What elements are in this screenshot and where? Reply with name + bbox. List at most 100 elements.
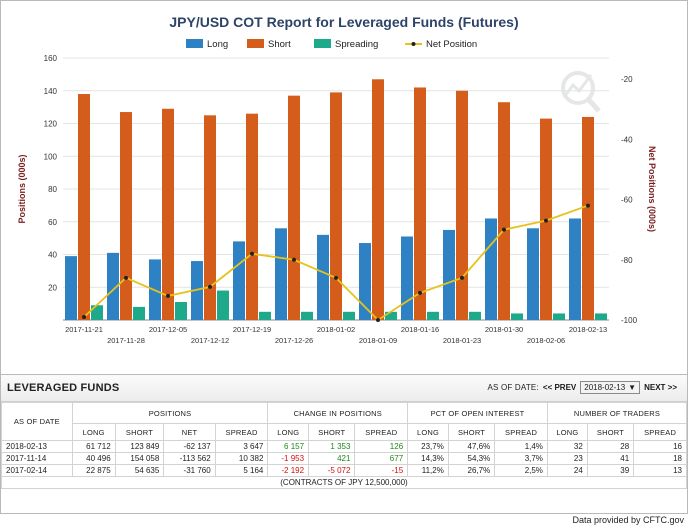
next-button[interactable]: NEXT >> <box>644 383 677 392</box>
net-position-point <box>334 275 338 280</box>
bar-long <box>443 229 455 320</box>
cell-tr-short: 39 <box>586 464 635 477</box>
bar-spreading <box>133 306 145 320</box>
leveraged-funds-panel: LEVERAGED FUNDS AS OF DATE: << PREV 2018… <box>1 374 688 514</box>
cell-ch-long: -1 953 <box>267 452 310 465</box>
bar-short <box>582 116 594 320</box>
legend-swatch <box>186 39 203 48</box>
cell-pct-short: 47,6% <box>447 440 496 453</box>
row-date: 2017-02-14 <box>1 464 73 477</box>
cell-tr-long: 32 <box>546 440 588 453</box>
y-tick-label: 60 <box>48 218 57 227</box>
cell-ch-spread: -15 <box>354 464 409 477</box>
bar-short <box>372 79 384 320</box>
cell-ch-long: -2 192 <box>267 464 310 477</box>
cell-ch-spread: 677 <box>354 452 409 465</box>
net-position-point <box>502 227 506 232</box>
bar-spreading <box>595 313 607 320</box>
y-tick-label: 160 <box>44 54 58 63</box>
bar-long <box>485 218 497 320</box>
table-row: 2017-02-14 22 875 54 635 -31 760 5 164 -2 192… <box>1 464 687 477</box>
legend-swatch <box>314 39 331 48</box>
chevron-down-icon: ▼ <box>628 383 637 392</box>
header-positions: POSITIONS <box>71 402 269 424</box>
y2-tick-label: -80 <box>621 256 633 265</box>
cell-net: -31 760 <box>163 464 216 477</box>
asof-label: AS OF DATE: <box>487 383 539 392</box>
bar-long <box>569 218 581 320</box>
bar-spreading <box>385 311 397 320</box>
subheader-pct-long: LONG <box>407 423 449 441</box>
bar-spreading <box>301 311 313 320</box>
cell-net: -62 137 <box>163 440 216 453</box>
cell-tr-spread: 13 <box>633 464 687 477</box>
chart: JPY/USD COT Report for Leveraged Funds (… <box>17 14 657 345</box>
cell-pct-spread: 2,5% <box>494 464 548 477</box>
cell-pct-spread: 1,4% <box>494 440 548 453</box>
chart-frame: JPY/USD COT Report for Leveraged Funds (… <box>0 0 688 514</box>
bar-spreading <box>511 313 523 320</box>
panel-header: LEVERAGED FUNDS AS OF DATE: << PREV 2018… <box>1 375 687 402</box>
row-date: 2018-02-13 <box>1 440 73 453</box>
net-position-point <box>82 314 86 319</box>
y-axis-label: Positions (000s) <box>17 154 27 223</box>
bar-spreading <box>217 290 229 320</box>
subheader-positions-spread: SPREAD <box>214 423 269 441</box>
contracts-note-row: (CONTRACTS OF JPY 12,500,000) <box>1 476 687 489</box>
subheader-pct-spread: SPREAD <box>494 423 548 441</box>
subheader-change-spread: SPREAD <box>354 423 409 441</box>
legend-label: Spreading <box>335 39 378 50</box>
cell-long: 40 496 <box>71 452 116 465</box>
y2-tick-label: -20 <box>621 75 633 84</box>
cell-pct-long: 14,3% <box>407 452 449 465</box>
cell-net: -113 562 <box>163 452 216 465</box>
legend-swatch <box>247 39 264 48</box>
prev-button[interactable]: << PREV <box>542 383 577 392</box>
date-select[interactable]: 2018-02-13 ▼ <box>580 381 641 394</box>
header-change: CHANGE IN POSITIONS <box>267 402 409 424</box>
data-source-credit: Data provided by CFTC.gov <box>572 515 684 525</box>
net-position-point <box>586 203 590 208</box>
cell-pct-long: 11,2% <box>407 464 449 477</box>
header-traders: NUMBER OF TRADERS <box>546 402 688 424</box>
subheader-positions-short: SHORT <box>114 423 165 441</box>
legend-label: Long <box>207 39 228 50</box>
date-select-value: 2018-02-13 <box>584 383 626 392</box>
y2-tick-label: -100 <box>621 316 638 325</box>
header-row: AS OF DATE POSITIONS CHANGE IN POSITIONS… <box>1 402 688 441</box>
cell-tr-spread: 16 <box>633 440 687 453</box>
net-position-point <box>460 275 464 280</box>
x-tick-label: 2018-02-13 <box>569 325 607 334</box>
net-position-point <box>418 290 422 295</box>
legend-marker <box>411 42 416 46</box>
x-tick-label: 2018-01-02 <box>317 325 355 334</box>
cell-ch-short: 421 <box>308 452 356 465</box>
cell-short: 54 635 <box>114 464 165 477</box>
cot-table: AS OF DATE POSITIONS CHANGE IN POSITIONS… <box>1 402 688 489</box>
subheader-traders-long: LONG <box>546 423 588 441</box>
cell-short: 154 058 <box>114 452 165 465</box>
bar-short <box>120 112 132 320</box>
y2-tick-label: -40 <box>621 135 633 144</box>
subheader-positions-long: LONG <box>71 423 116 441</box>
cell-spread: 3 647 <box>214 440 269 453</box>
bar-spreading <box>259 311 271 320</box>
y2-axis-label: Net Positions (000s) <box>647 146 657 232</box>
subheader-traders-short: SHORT <box>586 423 635 441</box>
cell-tr-short: 41 <box>586 452 635 465</box>
cell-pct-short: 54,3% <box>447 452 496 465</box>
net-position-point <box>166 293 170 298</box>
x-tick-label: 2018-02-06 <box>527 336 565 345</box>
cell-tr-short: 28 <box>586 440 635 453</box>
bar-long <box>317 234 329 320</box>
cell-long: 22 875 <box>71 464 116 477</box>
bar-spreading <box>427 311 439 320</box>
cell-tr-long: 24 <box>546 464 588 477</box>
bar-long <box>65 256 77 320</box>
net-position-point <box>376 318 380 322</box>
cell-tr-spread: 18 <box>633 452 687 465</box>
y-tick-label: 100 <box>44 152 58 161</box>
legend: Long Short Spreading Net Position <box>186 39 477 50</box>
x-tick-label: 2018-01-09 <box>359 336 397 345</box>
net-position-point <box>250 251 254 256</box>
